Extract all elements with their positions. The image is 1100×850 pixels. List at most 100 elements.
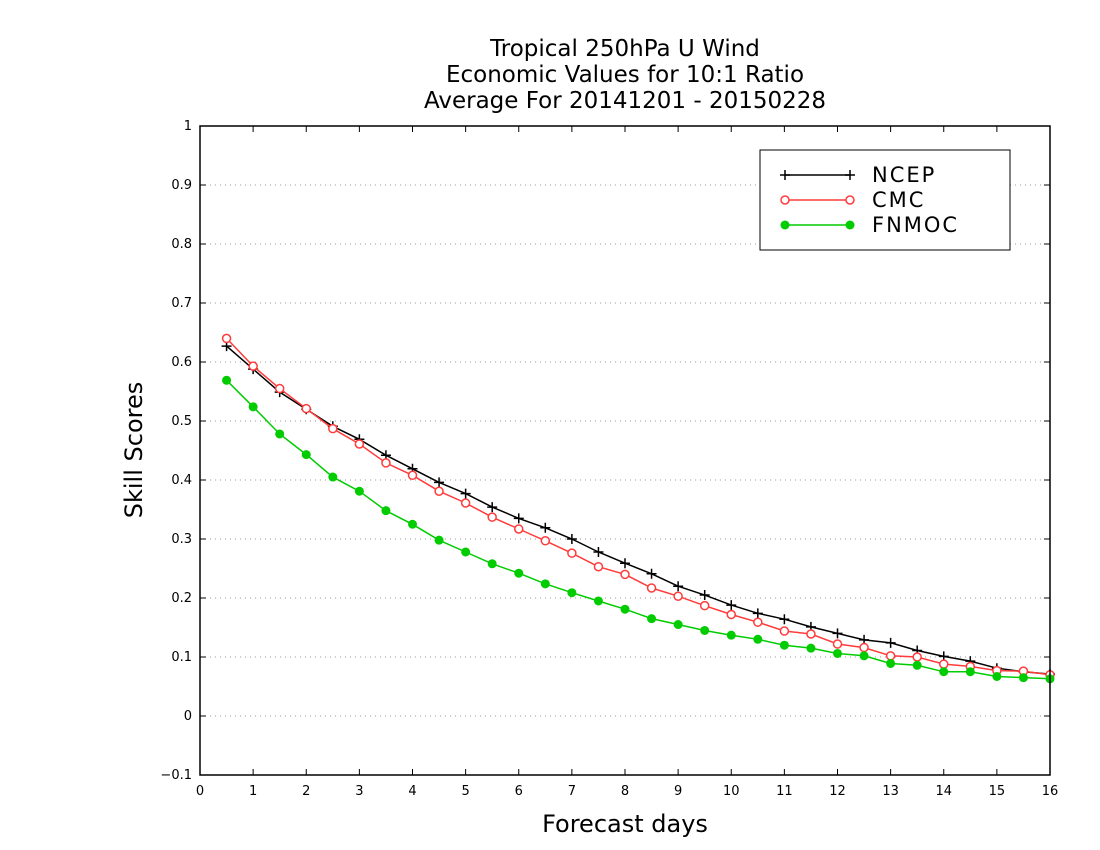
- x-tick-label-16: 16: [1042, 784, 1059, 799]
- x-tick-label-11: 11: [776, 784, 793, 799]
- data-point-cmc-23: [832, 639, 843, 649]
- data-point-cmc-13: [567, 548, 577, 558]
- data-point-cmc-26: [912, 652, 922, 662]
- data-point-fnmoc-9: [461, 547, 471, 557]
- data-point-ncep-23: [832, 628, 843, 639]
- data-point-fnmoc-6: [381, 506, 391, 516]
- data-point-ncep-20: [752, 608, 763, 619]
- y-tick-label-11: 1: [184, 119, 192, 134]
- data-point-ncep-18: [699, 590, 710, 601]
- y-tick-label-3: 0.2: [171, 591, 192, 606]
- data-point-ncep-19: [726, 600, 737, 611]
- x-tick-label-2: 2: [302, 784, 310, 799]
- data-point-fnmoc-30: [1018, 673, 1028, 683]
- series-group: [221, 333, 1055, 684]
- data-point-cmc-27: [939, 659, 949, 669]
- data-point-cmc-22: [806, 629, 816, 639]
- series-fnmoc: [222, 375, 1055, 684]
- y-tick-label-5: 0.4: [171, 473, 192, 488]
- y-tick-label-7: 0.6: [171, 355, 192, 370]
- x-tick-label-14: 14: [935, 784, 952, 799]
- y-tick-label-0: −0.1: [160, 768, 192, 783]
- data-point-ncep-11: [513, 513, 524, 524]
- data-point-fnmoc-10: [487, 559, 497, 569]
- x-tick-label-3: 3: [355, 784, 363, 799]
- data-point-cmc-12: [540, 536, 551, 546]
- data-point-fnmoc-20: [753, 634, 763, 644]
- data-point-cmc-7: [407, 470, 418, 481]
- x-tick-label-5: 5: [461, 784, 469, 799]
- data-point-fnmoc-27: [939, 667, 949, 677]
- x-tick-label-9: 9: [674, 784, 682, 799]
- data-point-fnmoc-22: [806, 643, 816, 653]
- x-tick-label-4: 4: [408, 784, 416, 799]
- data-point-fnmoc-28: [965, 667, 975, 677]
- y-tick-label-1: 0: [184, 709, 192, 724]
- legend-marker-ncep-left: [780, 170, 790, 180]
- data-point-fnmoc-23: [833, 648, 842, 658]
- data-point-fnmoc-2: [275, 429, 285, 439]
- data-point-fnmoc-29: [992, 671, 1002, 681]
- data-point-ncep-9: [460, 488, 471, 499]
- data-point-cmc-6: [381, 458, 391, 468]
- x-tick-label-1: 1: [249, 784, 257, 799]
- series-ncep: [221, 341, 1055, 680]
- data-point-cmc-11: [514, 524, 524, 534]
- data-point-ncep-15: [620, 558, 630, 569]
- x-tick-label-12: 12: [829, 784, 846, 799]
- data-point-ncep-14: [593, 546, 604, 557]
- data-point-fnmoc-11: [514, 568, 524, 578]
- data-point-fnmoc-3: [301, 450, 311, 460]
- data-point-cmc-21: [779, 626, 790, 636]
- series-line-cmc: [226, 337, 1051, 676]
- data-point-fnmoc-7: [408, 519, 417, 529]
- y-tick-label-10: 0.9: [171, 178, 192, 193]
- data-point-cmc-9: [460, 498, 471, 508]
- data-point-ncep-13: [566, 534, 577, 544]
- legend: NCEP CMC FNMOC: [759, 149, 1011, 251]
- data-point-fnmoc-19: [726, 630, 736, 640]
- data-point-fnmoc-8: [434, 535, 444, 545]
- legend-label-cmc: CMC: [872, 188, 925, 212]
- x-tick-label-8: 8: [621, 784, 629, 799]
- data-point-cmc-4: [328, 423, 338, 434]
- data-point-fnmoc-26: [912, 660, 922, 670]
- data-point-fnmoc-25: [886, 658, 896, 668]
- data-point-cmc-20: [753, 617, 763, 627]
- data-point-cmc-17: [673, 591, 683, 601]
- chart-title: Tropical 250hPa U Wind Economic Values f…: [200, 36, 1050, 114]
- chart-title-line-2: Economic Values for 10:1 Ratio: [445, 62, 805, 88]
- data-point-fnmoc-5: [354, 486, 364, 496]
- series-line-ncep: [226, 345, 1051, 675]
- data-point-cmc-8: [434, 486, 444, 496]
- x-tick-label-15: 15: [989, 784, 1006, 799]
- data-point-fnmoc-0: [222, 375, 232, 385]
- legend-marker-fnmoc-left: [780, 220, 790, 230]
- legend-marker-fnmoc-right: [845, 220, 855, 230]
- data-point-cmc-19: [726, 609, 736, 620]
- x-tick-label-6: 6: [515, 784, 523, 799]
- data-point-cmc-15: [620, 569, 630, 580]
- data-point-fnmoc-16: [647, 614, 657, 624]
- data-point-fnmoc-13: [567, 588, 577, 598]
- data-point-cmc-25: [885, 651, 896, 661]
- y-tick-label-6: 0.5: [171, 414, 192, 429]
- data-point-fnmoc-12: [540, 579, 550, 589]
- y-tick-label-9: 0.8: [171, 237, 192, 252]
- legend-marker-cmc-right: [845, 195, 855, 205]
- data-point-cmc-5: [354, 439, 365, 449]
- data-point-fnmoc-15: [620, 604, 630, 614]
- legend-label-ncep: NCEP: [872, 163, 936, 187]
- data-point-fnmoc-14: [593, 596, 603, 606]
- data-point-ncep-10: [487, 502, 498, 513]
- chart-title-line-3: Average For 20141201 - 20150228: [423, 88, 827, 114]
- x-axis-label: Forecast days: [542, 810, 708, 838]
- data-point-cmc-10: [487, 512, 497, 522]
- data-point-cmc-3: [301, 403, 311, 414]
- y-tick-label-2: 0.1: [171, 650, 192, 665]
- x-tick-label-10: 10: [723, 784, 740, 799]
- data-point-ncep-21: [779, 614, 790, 625]
- legend-label-fnmoc: FNMOC: [872, 213, 959, 237]
- data-point-cmc-14: [593, 561, 604, 572]
- legend-marker-ncep-right: [845, 170, 855, 180]
